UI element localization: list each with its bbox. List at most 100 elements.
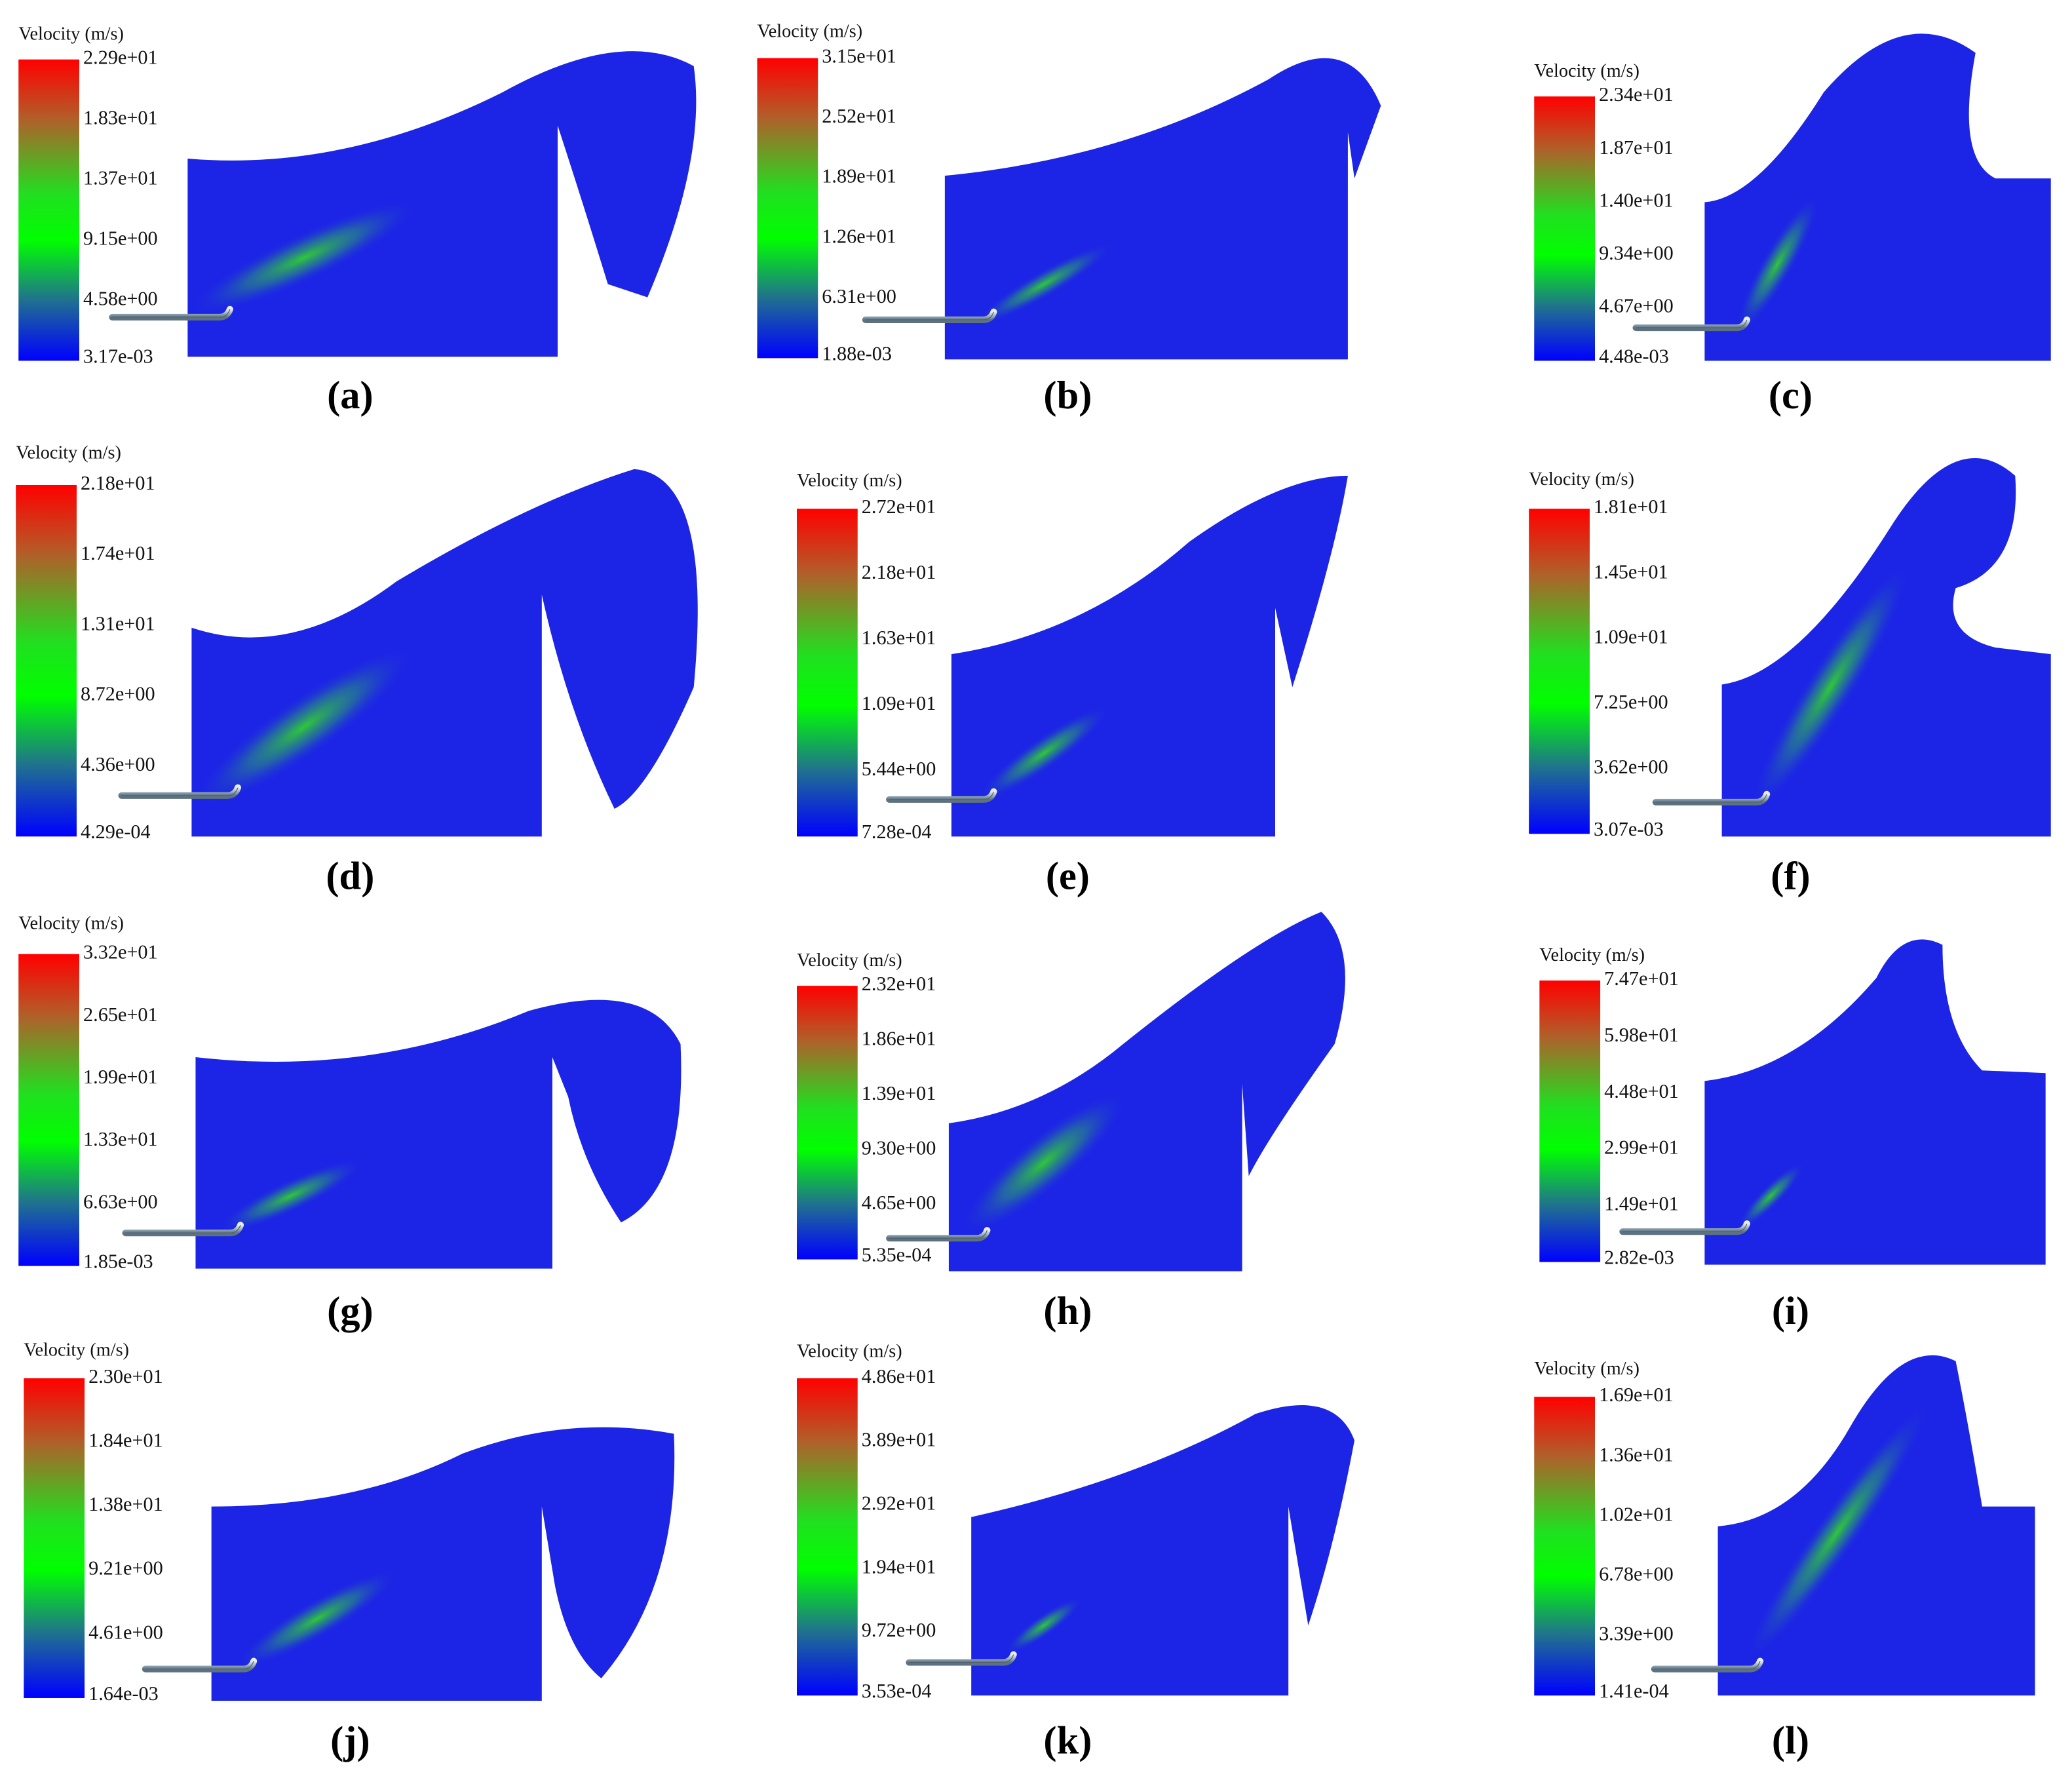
panel-caption: (e) — [1046, 855, 1090, 899]
panel-caption: (j) — [330, 1718, 370, 1762]
colorbar-title: Velocity (m/s) — [1534, 61, 1640, 81]
colorbar-tick-label: 6.63e+00 — [83, 1190, 158, 1212]
colorbar-tick-label: 1.37e+01 — [83, 167, 158, 189]
colorbar-tick-label: 4.48e-03 — [1599, 345, 1669, 367]
nozzle-outline — [889, 791, 995, 800]
colorbar-tick-label: 1.26e+01 — [822, 225, 896, 247]
panel-caption: (g) — [327, 1289, 374, 1333]
panel: Velocity (m/s) 1.69e+01 1.36e+01 1.02e+01 6.… — [1534, 1355, 2035, 1762]
panel: Velocity (m/s) 2.18e+01 1.74e+01 1.31e+01 8.… — [16, 443, 698, 899]
panel: Velocity (m/s) 3.32e+01 2.65e+01 1.99e+01 1.… — [18, 913, 681, 1333]
nozzle-outline — [125, 1224, 241, 1233]
colorbar-tick-label: 2.34e+01 — [1599, 83, 1674, 106]
colorbar-tick-label: 7.25e+00 — [1594, 691, 1668, 713]
colorbar-tick-label: 1.84e+01 — [88, 1429, 163, 1452]
panel-caption: (k) — [1043, 1718, 1092, 1762]
colorbar — [18, 59, 79, 361]
colorbar-tick-label: 4.86e+01 — [862, 1365, 936, 1387]
panel-caption: (d) — [326, 855, 374, 899]
colorbar-tick-label: 3.15e+01 — [822, 45, 896, 68]
panel: Velocity (m/s)2.32e+01 1.86e+01 1.39e+01 9.… — [796, 912, 1345, 1333]
colorbar-title: Velocity (m/s) — [797, 1342, 902, 1362]
colorbar-tick-label: 1.85e-03 — [83, 1251, 153, 1273]
nozzle-outline — [1622, 1223, 1748, 1232]
colorbar-title: Velocity (m/s) — [18, 913, 124, 933]
colorbar-tick-label: 3.32e+01 — [83, 941, 158, 963]
jet-plume — [974, 242, 1113, 326]
nozzle-outline — [1654, 1661, 1761, 1670]
jet-plume — [1735, 195, 1820, 334]
colorbar-tick-label: 2.29e+01 — [83, 47, 158, 69]
colorbar-title: Velocity (m/s) — [16, 443, 121, 463]
colorbar-tick-label: 4.65e+00 — [862, 1192, 936, 1214]
colorbar — [796, 1378, 858, 1696]
colorbar-title: Velocity (m/s) — [18, 24, 124, 44]
jet-plume — [961, 1092, 1127, 1234]
particle-domain — [971, 1405, 1354, 1696]
colorbar-tick-label: 4.58e+00 — [83, 287, 158, 309]
colorbar-tick-label: 1.40e+01 — [1599, 189, 1674, 211]
jet-plume — [189, 200, 419, 315]
colorbar-tick-label: 2.99e+01 — [1604, 1136, 1679, 1159]
panel: Velocity (m/s)2.34e+01 1.87e+01 1.40e+01 9.… — [1534, 33, 2051, 417]
colorbar-tick-label: 1.74e+01 — [81, 542, 155, 564]
panel-caption: (h) — [1043, 1289, 1092, 1333]
jet-plume — [1737, 1162, 1805, 1230]
jet-plume — [1005, 1597, 1083, 1654]
nozzle-outline — [1655, 794, 1767, 803]
colorbar-tick-label: 3.07e-03 — [1594, 818, 1664, 840]
colorbar-tick-label: 1.33e+01 — [83, 1128, 158, 1150]
colorbar-tick-label: 1.63e+01 — [862, 627, 936, 649]
colorbar-tick-label: 1.99e+01 — [83, 1066, 158, 1088]
colorbar-tick-label: 1.88e-03 — [822, 342, 892, 364]
colorbar-tick-label: 3.17e-03 — [83, 345, 153, 367]
colorbar-tick-label: 1.49e+01 — [1604, 1193, 1679, 1215]
colorbar — [1529, 509, 1590, 834]
colorbar-tick-label: 3.62e+00 — [1594, 756, 1668, 778]
colorbar-tick-label: 1.83e+01 — [83, 107, 158, 129]
colorbar — [796, 986, 858, 1260]
colorbar-tick-label: 3.89e+01 — [862, 1429, 936, 1451]
colorbar-tick-label: 2.52e+01 — [822, 105, 896, 127]
nozzle-outline — [909, 1654, 1014, 1663]
colorbar-tick-label: 1.09e+01 — [862, 692, 936, 714]
colorbar-title: Velocity (m/s) — [24, 1340, 129, 1361]
colorbar-title: Velocity (m/s) — [1534, 1359, 1640, 1379]
colorbar — [1534, 96, 1596, 361]
colorbar-tick-label: 1.09e+01 — [1594, 626, 1668, 648]
colorbar-title: Velocity (m/s) — [1529, 469, 1634, 490]
panel-caption: (i) — [1772, 1289, 1809, 1333]
colorbar-tick-label: 7.28e-04 — [862, 821, 932, 843]
colorbar-tick-label: 1.69e+01 — [1599, 1384, 1674, 1406]
nozzle-outline — [145, 1661, 254, 1670]
colorbar-tick-label: 2.92e+01 — [862, 1492, 936, 1515]
colorbar-tick-label: 1.64e-03 — [88, 1682, 159, 1705]
colorbar-tick-label: 2.72e+01 — [862, 495, 936, 518]
jet-plume — [194, 647, 413, 807]
colorbar-tick-label: 4.67e+00 — [1599, 295, 1674, 317]
colorbar-tick-label: 5.35e-04 — [862, 1243, 932, 1266]
panel: Velocity (m/s) 2.29e+01 1.83e+01 1.37e+01 9.… — [18, 24, 697, 417]
colorbar — [796, 509, 858, 837]
nozzle-outline — [112, 309, 231, 318]
panel-caption: (l) — [1772, 1718, 1809, 1762]
colorbar-tick-label: 9.30e+00 — [862, 1137, 936, 1159]
colorbar-tick-label: 1.02e+01 — [1599, 1503, 1674, 1525]
particle-domain — [211, 1427, 675, 1701]
jet-plume — [1744, 1402, 1930, 1663]
colorbar-tick-label: 1.41e-04 — [1599, 1680, 1669, 1702]
colorbar — [1534, 1397, 1596, 1696]
colorbar — [757, 58, 818, 359]
panel: Velocity (m/s) 1.81e+01 1.45e+01 1.09e+01 7.… — [1529, 457, 2051, 899]
nozzle-outline — [1636, 319, 1748, 328]
jet-plume — [236, 1570, 398, 1668]
colorbar-tick-label: 1.39e+01 — [862, 1082, 936, 1104]
colorbar-tick-label: 9.34e+00 — [1599, 242, 1674, 264]
panel: Velocity (m/s) 3.15e+01 2.52e+01 1.89e+01 1.… — [757, 21, 1381, 417]
panel-caption: (b) — [1043, 374, 1092, 417]
colorbar-tick-label: 1.36e+01 — [1599, 1443, 1674, 1465]
colorbar-tick-label: 1.86e+01 — [862, 1028, 936, 1050]
colorbar-tick-label: 6.78e+00 — [1599, 1563, 1674, 1585]
particle-domain — [195, 999, 681, 1269]
